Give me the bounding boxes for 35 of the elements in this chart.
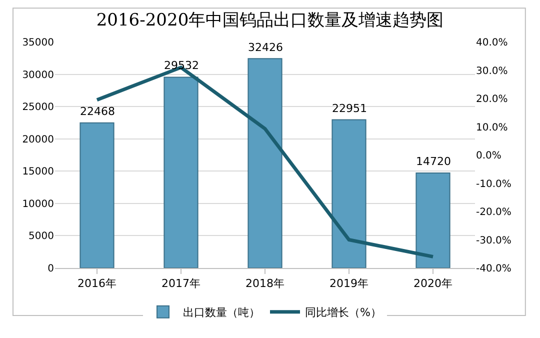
chart-title: 2016-2020年中国钨品出口数量及增速趋势图: [96, 10, 444, 30]
data-label: 32426: [248, 41, 283, 54]
y2-tick-label: -20.0%: [476, 207, 512, 218]
data-label: 29532: [164, 59, 199, 72]
data-label: 22468: [80, 105, 115, 118]
bar: [416, 172, 450, 268]
y-tick-label: 20000: [22, 134, 54, 146]
x-tick-label: 2017年: [162, 277, 200, 290]
y-tick-label: 30000: [22, 70, 54, 81]
data-label: 14720: [416, 155, 451, 168]
y-tick-label: 0: [48, 264, 54, 274]
legend-label: 同比增长（%）: [305, 306, 382, 320]
y2-tick-label: 40.0%: [476, 38, 508, 48]
bar: [248, 58, 282, 268]
x-tick-label: 2020年: [414, 277, 452, 290]
y-tick-label: 15000: [22, 166, 54, 178]
legend-label: 出口数量（吨）: [183, 306, 260, 320]
y-tick-label: 5000: [28, 231, 54, 242]
x-tick-label: 2019年: [330, 277, 368, 290]
y2-tick-label: 0.0%: [476, 150, 502, 162]
y2-tick-label: -30.0%: [476, 235, 512, 246]
y2-tick-label: 20.0%: [476, 94, 508, 105]
y2-tick-label: -10.0%: [476, 178, 512, 190]
y2-tick-label: 30.0%: [476, 66, 508, 77]
bar: [332, 119, 366, 268]
y-tick-label: 10000: [22, 198, 54, 210]
y2-tick-label: 10.0%: [476, 122, 508, 134]
y-tick-label: 25000: [22, 102, 54, 114]
bar: [80, 122, 114, 268]
y-tick-label: 35000: [22, 38, 54, 48]
data-label: 22951: [332, 102, 367, 115]
x-tick-label: 2018年: [246, 277, 284, 290]
x-tick-label: 2016年: [78, 277, 116, 290]
bar: [164, 76, 198, 268]
y2-tick-label: -40.0%: [476, 264, 512, 274]
